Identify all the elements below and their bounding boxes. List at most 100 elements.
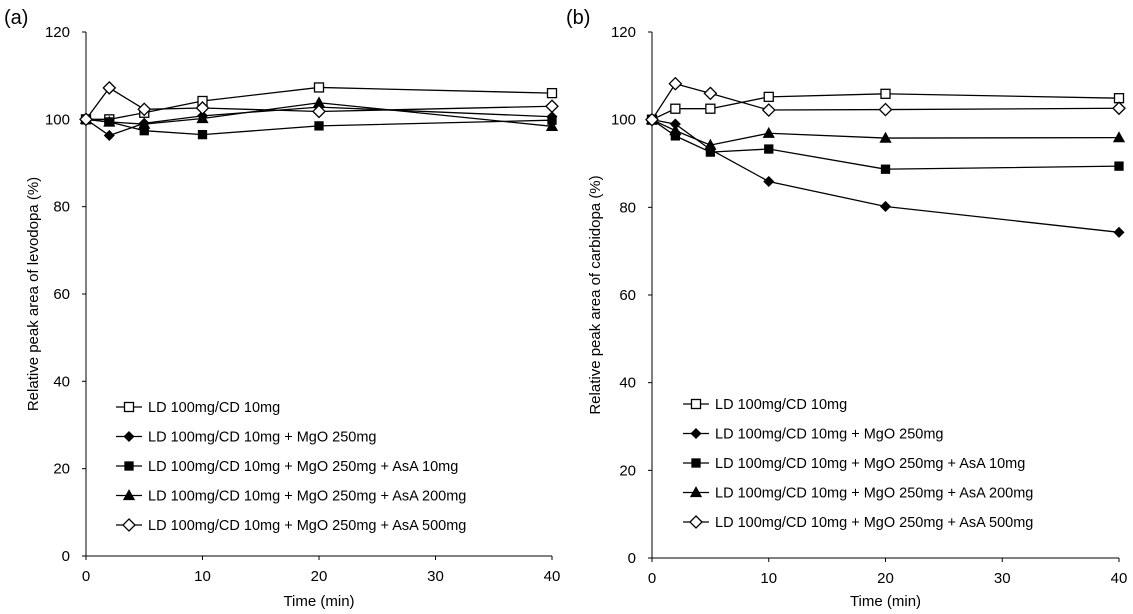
- series-5: [79, 80, 559, 127]
- legend-item: LD 100mg/CD 10mg + MgO 250mg: [116, 430, 376, 446]
- legend-label: LD 100mg/CD 10mg + MgO 250mg + AsA 10mg: [715, 456, 1025, 472]
- data-point: [546, 87, 558, 99]
- legend-marker: [123, 401, 135, 413]
- legend-item: LD 100mg/CD 10mg: [116, 400, 280, 416]
- y-tick-label: 120: [45, 24, 70, 41]
- data-point: [761, 103, 776, 117]
- data-point: [102, 80, 117, 95]
- panel-b: (b) 0 20 40 60 80 100 120 0 10 20 30 40 Time (min) Rel…: [566, 7, 1127, 610]
- y-tick-label: 120: [611, 24, 636, 41]
- series-line: [85, 87, 553, 120]
- x-tick-label: 20: [311, 568, 328, 585]
- data-point: [313, 82, 325, 93]
- data-point: [196, 112, 209, 124]
- data-point: [1112, 131, 1126, 143]
- legend-marker: [690, 398, 702, 410]
- legend-marker: [123, 430, 135, 443]
- data-point: [763, 175, 775, 187]
- y-tick-label: 80: [619, 199, 636, 216]
- data-point: [879, 200, 892, 212]
- legend: LD 100mg/CD 10mg LD 100mg/CD 10mg + MgO 2…: [683, 397, 1033, 531]
- x-tick-label: 30: [427, 568, 444, 585]
- data-point: [79, 112, 93, 127]
- legend-label: LD 100mg/CD 10mg: [148, 400, 280, 416]
- legend-item: LD 100mg/CD 10mg + MgO 250mg + AsA 10mg: [683, 456, 1025, 472]
- series-3: [81, 114, 557, 140]
- legend-label: LD 100mg/CD 10mg + MgO 250mg: [715, 427, 943, 443]
- legend-label: LD 100mg/CD 10mg + MgO 250mg + AsA 200mg: [715, 486, 1033, 502]
- data-point: [704, 138, 717, 150]
- data-point: [1113, 93, 1125, 104]
- data-point: [1112, 101, 1126, 116]
- y-tick-label: 100: [45, 111, 70, 128]
- legend-marker: [122, 518, 136, 532]
- legend-label: LD 100mg/CD 10mg + MgO 250mg + AsA 500mg: [148, 518, 466, 534]
- legend-item: LD 100mg/CD 10mg + MgO 250mg + AsA 200mg: [116, 489, 466, 505]
- data-point: [1113, 226, 1125, 238]
- data-point: [197, 129, 208, 140]
- series-3: [647, 115, 1124, 174]
- x-tick-label: 0: [648, 570, 656, 587]
- data-point: [645, 112, 659, 127]
- data-point: [878, 102, 893, 117]
- legend-item: LD 100mg/CD 10mg: [683, 397, 847, 413]
- x-axis-label: Time (min): [283, 593, 354, 610]
- data-point: [879, 131, 892, 143]
- x-tick-label: 10: [194, 568, 211, 585]
- series-line: [651, 119, 1120, 170]
- legend-item: LD 100mg/CD 10mg + MgO 250mg + AsA 500mg: [116, 518, 466, 534]
- series-line: [651, 82, 1120, 121]
- series-line: [85, 106, 553, 137]
- series-line: [651, 119, 1120, 146]
- data-point: [705, 103, 716, 114]
- legend-item: LD 100mg/CD 10mg + MgO 250mg + AsA 10mg: [116, 459, 458, 475]
- data-point: [703, 86, 718, 101]
- legend-item: LD 100mg/CD 10mg + MgO 250mg + AsA 200mg: [683, 486, 1033, 502]
- data-point: [137, 102, 152, 117]
- x-axis-label: Time (min): [850, 593, 921, 610]
- legend-label: LD 100mg/CD 10mg + MgO 250mg: [148, 430, 376, 446]
- series-5: [645, 76, 1126, 127]
- legend-marker: [124, 461, 134, 471]
- y-tick-label: 0: [628, 550, 636, 567]
- legend-marker: [689, 515, 703, 529]
- y-tick-label: 40: [619, 375, 636, 392]
- data-point: [195, 101, 210, 115]
- data-point: [138, 117, 151, 129]
- y-axis-label: Relative peak area of carbidopa (%): [587, 175, 604, 414]
- data-point: [1114, 161, 1124, 171]
- data-point: [545, 99, 559, 114]
- y-tick-label: 100: [611, 112, 636, 129]
- legend-marker: [122, 489, 136, 501]
- y-tick-label: 80: [53, 199, 70, 216]
- data-point: [880, 164, 891, 174]
- series-line: [85, 102, 553, 127]
- y-axis-label: Relative peak area of levodopa (%): [25, 177, 42, 411]
- legend: LD 100mg/CD 10mg LD 100mg/CD 10mg + MgO 2…: [116, 400, 466, 534]
- data-point: [763, 91, 774, 103]
- data-point: [668, 76, 683, 91]
- panel-a: (a) 0 20 40 60 80 100 120 0 10 20 30 40 Time (min) Rel…: [4, 7, 560, 610]
- legend-label: LD 100mg/CD 10mg + MgO 250mg + AsA 10mg: [148, 459, 458, 475]
- legend-label: LD 100mg/CD 10mg: [715, 397, 847, 413]
- x-tick-label: 40: [1111, 570, 1128, 587]
- y-tick-label: 20: [619, 462, 636, 479]
- data-point: [670, 103, 681, 114]
- series-4: [645, 113, 1126, 150]
- data-point: [764, 144, 774, 154]
- panel-label: (b): [566, 7, 590, 29]
- legend-item: LD 100mg/CD 10mg + MgO 250mg: [683, 427, 943, 443]
- y-tick-label: 60: [619, 287, 636, 304]
- x-tick-label: 0: [82, 568, 90, 585]
- x-tick-label: 20: [877, 570, 894, 587]
- data-point: [103, 115, 116, 127]
- legend-label: LD 100mg/CD 10mg + MgO 250mg + AsA 200mg: [148, 489, 466, 505]
- legend-marker: [690, 427, 702, 440]
- data-point: [545, 119, 559, 131]
- data-point: [762, 126, 775, 138]
- data-point: [103, 129, 115, 142]
- data-point: [669, 124, 682, 136]
- y-tick-label: 60: [53, 286, 70, 303]
- x-tick-label: 30: [994, 570, 1011, 587]
